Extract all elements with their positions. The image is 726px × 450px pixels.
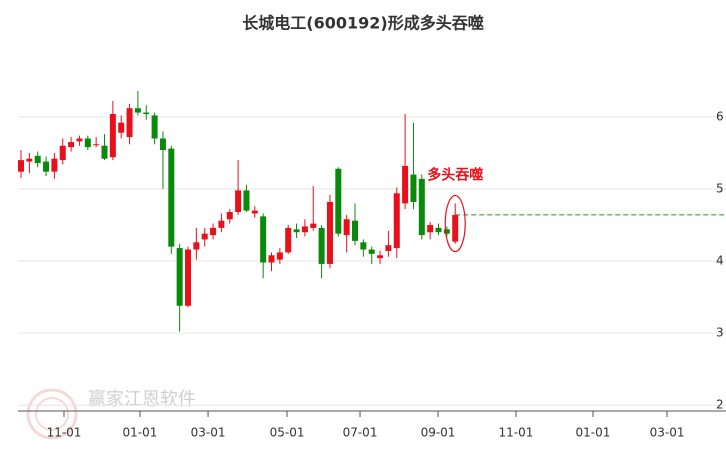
x-tick-label: 09-01 <box>421 426 456 440</box>
y-tick-label: 6 <box>716 109 724 123</box>
candle-body <box>251 210 258 214</box>
y-tick-label: 5 <box>716 181 724 195</box>
candle-body <box>410 174 417 202</box>
candle-body <box>118 122 125 133</box>
candle-body <box>109 113 116 158</box>
candle-body <box>176 248 183 306</box>
annotation: 多头吞噬 <box>427 166 483 183</box>
candle-body <box>343 219 350 236</box>
candle-body <box>335 168 342 234</box>
candle-body <box>235 190 242 213</box>
candle-body <box>143 112 150 114</box>
candle-body <box>134 108 141 113</box>
candle-body <box>427 225 434 233</box>
candle-body <box>26 158 33 162</box>
y-tick-label: 3 <box>716 326 724 340</box>
x-tick-label: 07-01 <box>343 426 378 440</box>
candle-body <box>377 255 384 259</box>
candle-body <box>326 201 333 264</box>
candle-body <box>51 158 58 172</box>
candle-body <box>360 242 367 250</box>
candle-body <box>18 160 25 172</box>
candle-body <box>318 227 325 264</box>
candle-body <box>193 242 200 250</box>
candle-body <box>402 165 409 204</box>
candle-body <box>352 220 359 241</box>
x-tick-label: 03-01 <box>191 426 226 440</box>
candle-body <box>151 115 158 139</box>
candle-body <box>301 226 308 233</box>
candle-body <box>185 249 192 306</box>
x-tick-label: 01-01 <box>123 426 158 440</box>
candle-body <box>43 161 50 172</box>
candle-body <box>285 227 292 253</box>
candle-body <box>418 178 425 236</box>
candle-body <box>201 233 208 240</box>
candle-body <box>293 229 300 233</box>
candle-body <box>393 193 400 249</box>
x-tick-label: 03-01 <box>650 426 685 440</box>
candle-body <box>310 223 317 228</box>
candle-body <box>68 142 75 148</box>
candle-body <box>159 138 166 151</box>
y-tick-label: 2 <box>716 398 724 412</box>
candle-body <box>385 245 392 251</box>
watermark: 赢家江恩软件 <box>88 388 196 410</box>
highlight-ring <box>444 194 466 253</box>
candle-body <box>93 144 100 146</box>
candle-body <box>126 108 133 138</box>
candle-body <box>260 216 267 263</box>
x-tick-label: 01-01 <box>576 426 611 440</box>
x-tick-label: 11-01 <box>47 426 82 440</box>
candle-body <box>210 227 217 236</box>
y-tick-label: 4 <box>716 254 724 268</box>
x-tick-label: 11-01 <box>499 426 534 440</box>
candle-body <box>59 145 66 161</box>
candle-body <box>168 148 175 247</box>
chart-title: 长城电工(600192)形成多头吞噬 <box>242 14 483 33</box>
candle-body <box>435 227 442 233</box>
candle-body <box>443 229 450 234</box>
watermark-logo <box>26 388 78 440</box>
candle-body <box>452 214 459 242</box>
candle-body <box>218 220 225 228</box>
candle-body <box>243 190 250 211</box>
candle-body <box>84 138 91 148</box>
candle-body <box>34 155 41 164</box>
candle-body <box>368 249 375 254</box>
candle-body <box>276 252 283 260</box>
x-tick-label: 05-01 <box>270 426 305 440</box>
candle-body <box>226 212 233 220</box>
candle-body <box>268 255 275 263</box>
candle-body <box>101 145 108 159</box>
candle-body <box>76 138 83 142</box>
